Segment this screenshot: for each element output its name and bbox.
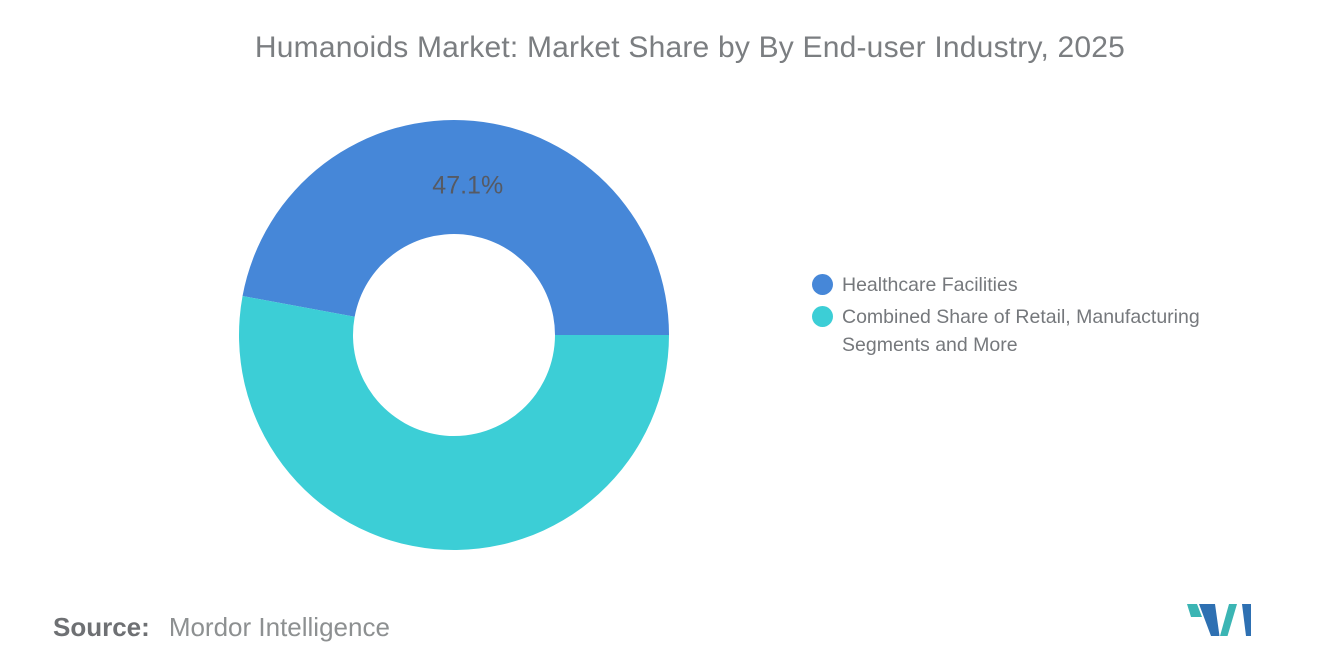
legend-marker-combined-share — [812, 306, 833, 327]
legend-item-healthcare-facilities[interactable]: Healthcare Facilities — [812, 271, 1262, 299]
legend-marker-healthcare-facilities — [812, 274, 833, 295]
legend-label-combined-share: Combined Share of Retail, Manufacturing … — [842, 306, 1200, 356]
donut-chart: 47.1% — [234, 115, 674, 555]
chart-title: Humanoids Market: Market Share by By End… — [254, 31, 1126, 64]
logo-teal-left-shape — [1187, 604, 1202, 617]
donut-chart-svg: 47.1% — [239, 120, 670, 551]
legend: Healthcare Facilities Combined Share of … — [812, 271, 1262, 359]
pie-slice-0[interactable] — [242, 120, 670, 335]
source-line: Source: Mordor Intelligence — [53, 612, 390, 643]
logo-blue-main-diagonal — [1199, 604, 1220, 636]
logo-blue-right-bar — [1242, 604, 1251, 636]
source-label: Source: — [53, 612, 150, 642]
logo-teal-slash-shape — [1220, 604, 1237, 636]
source-value: Mordor Intelligence — [168, 612, 390, 642]
pie-slice-1[interactable] — [239, 296, 669, 551]
mordor-intelligence-logo — [1187, 604, 1251, 636]
legend-item-combined-share[interactable]: Combined Share of Retail, Manufacturing … — [812, 303, 1262, 359]
pie-data-label-0: 47.1% — [432, 172, 503, 200]
legend-label-healthcare-facilities: Healthcare Facilities — [842, 274, 1018, 296]
